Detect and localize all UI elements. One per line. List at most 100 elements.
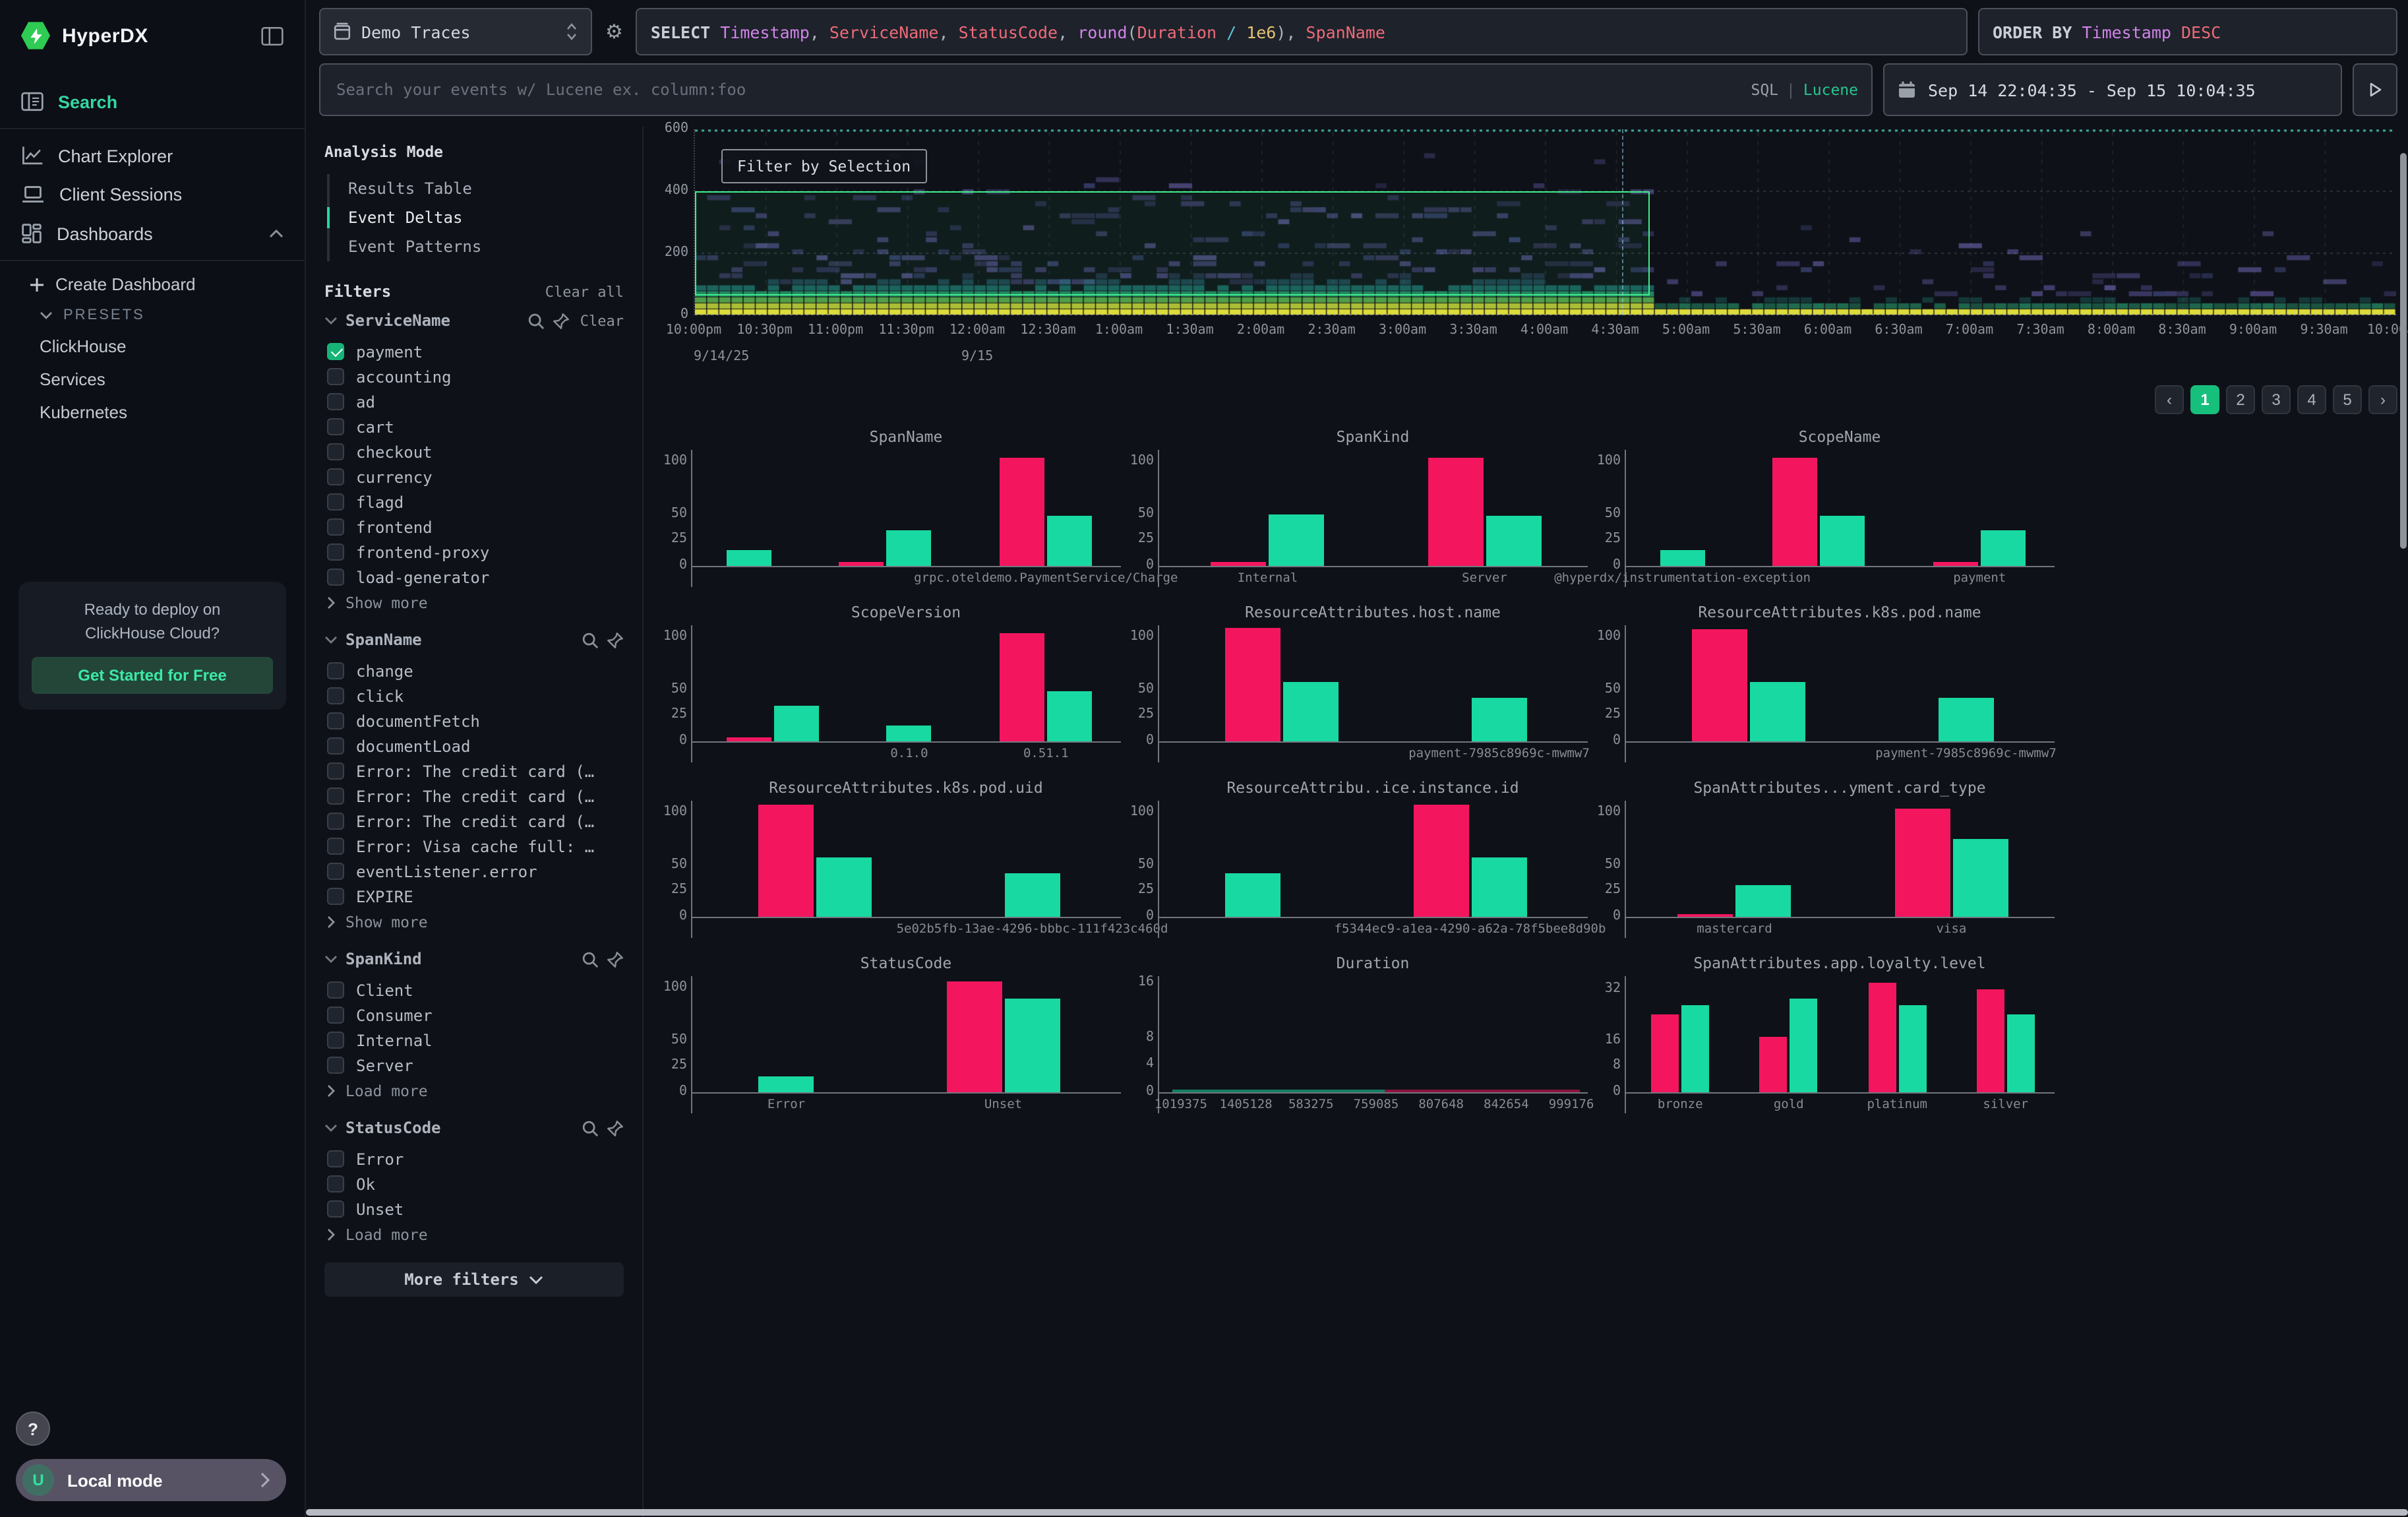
horizontal-scrollbar[interactable]: [306, 1509, 2408, 1516]
facet-checkbox[interactable]: [327, 1175, 344, 1192]
facet-value-row[interactable]: change: [324, 658, 624, 683]
facet-checkbox[interactable]: [327, 1200, 344, 1218]
pagination-page-4[interactable]: 4: [2297, 385, 2326, 414]
facet-checkbox[interactable]: [327, 838, 344, 855]
facet-search-icon[interactable]: [582, 631, 599, 648]
facet-checkbox[interactable]: [327, 762, 344, 780]
facet-header-spanname[interactable]: SpanName: [324, 631, 624, 649]
vertical-scrollbar[interactable]: [2400, 153, 2407, 549]
facet-checkbox[interactable]: [327, 863, 344, 880]
facet-checkbox[interactable]: [327, 813, 344, 830]
facet-checkbox[interactable]: [327, 343, 344, 360]
sidebar-item-search[interactable]: Search: [0, 82, 305, 121]
sidebar-item-chart-explorer[interactable]: Chart Explorer: [0, 136, 305, 175]
filter-by-selection-button[interactable]: Filter by Selection: [721, 149, 926, 183]
facet-header-statuscode[interactable]: StatusCode: [324, 1119, 624, 1137]
facet-value-row[interactable]: currency: [324, 464, 624, 489]
facet-checkbox[interactable]: [327, 1057, 344, 1074]
analysis-mode-event-deltas[interactable]: Event Deltas: [330, 203, 624, 232]
pagination-next-button[interactable]: ›: [2368, 385, 2397, 414]
facet-value-row[interactable]: flagd: [324, 489, 624, 514]
clear-all-filters-button[interactable]: Clear all: [545, 283, 624, 300]
facet-checkbox[interactable]: [327, 687, 344, 704]
facet-checkbox[interactable]: [327, 368, 344, 385]
more-filters-button[interactable]: More filters: [324, 1262, 624, 1297]
facet-checkbox[interactable]: [327, 1150, 344, 1167]
facet-checkbox[interactable]: [327, 468, 344, 485]
facet-value-row[interactable]: payment: [324, 339, 624, 364]
facet-checkbox[interactable]: [327, 788, 344, 805]
sidebar-item-clickhouse[interactable]: ClickHouse: [0, 330, 305, 363]
facet-value-row[interactable]: Internal: [324, 1028, 624, 1053]
facet-value-row[interactable]: ad: [324, 389, 624, 414]
facet-checkbox[interactable]: [327, 418, 344, 435]
analysis-mode-results-table[interactable]: Results Table: [330, 174, 624, 203]
sidebar-item-presets[interactable]: PRESETS: [0, 301, 305, 330]
source-settings-gear-icon[interactable]: ⚙: [603, 20, 626, 44]
facet-checkbox[interactable]: [327, 443, 344, 460]
sidebar-item-kubernetes[interactable]: Kubernetes: [0, 396, 305, 429]
pagination-page-2[interactable]: 2: [2226, 385, 2255, 414]
facet-checkbox[interactable]: [327, 543, 344, 561]
sidebar-item-client-sessions[interactable]: Client Sessions: [0, 175, 305, 214]
facet-value-row[interactable]: eventListener.error: [324, 859, 624, 884]
facet-header-servicename[interactable]: ServiceNameClear: [324, 311, 624, 330]
facet-pin-icon[interactable]: [607, 631, 624, 648]
facet-value-row[interactable]: Client: [324, 977, 624, 1003]
analysis-mode-event-patterns[interactable]: Event Patterns: [330, 232, 624, 261]
facet-search-icon[interactable]: [582, 1119, 599, 1136]
pagination-page-5[interactable]: 5: [2333, 385, 2362, 414]
facet-value-row[interactable]: Error: The credit card (…: [324, 758, 624, 784]
facet-checkbox[interactable]: [327, 569, 344, 586]
facet-value-row[interactable]: checkout: [324, 439, 624, 464]
facet-value-row[interactable]: accounting: [324, 364, 624, 389]
facet-load-more[interactable]: Load more: [324, 1078, 624, 1100]
heatmap-selection-brush[interactable]: [695, 191, 1650, 295]
pagination-page-1[interactable]: 1: [2190, 385, 2219, 414]
facet-value-row[interactable]: click: [324, 683, 624, 708]
facet-clear-button[interactable]: Clear: [580, 312, 624, 329]
facet-checkbox[interactable]: [327, 737, 344, 755]
facet-checkbox[interactable]: [327, 662, 344, 679]
facet-search-icon[interactable]: [527, 312, 545, 329]
pagination-prev-button[interactable]: ‹: [2155, 385, 2184, 414]
facet-load-more[interactable]: Load more: [324, 1222, 624, 1244]
facet-show-more[interactable]: Show more: [324, 590, 624, 612]
facet-checkbox[interactable]: [327, 518, 344, 536]
search-input[interactable]: [334, 79, 1740, 100]
facet-pin-icon[interactable]: [607, 1119, 624, 1136]
facet-value-row[interactable]: cart: [324, 414, 624, 439]
facet-checkbox[interactable]: [327, 981, 344, 999]
sidebar-item-create-dashboard[interactable]: Create Dashboard: [0, 268, 305, 301]
facet-value-row[interactable]: Server: [324, 1053, 624, 1078]
facet-value-row[interactable]: load-generator: [324, 565, 624, 590]
facet-value-row[interactable]: Error: [324, 1146, 624, 1171]
facet-value-row[interactable]: Error: The credit card (…: [324, 809, 624, 834]
run-query-button[interactable]: [2353, 63, 2397, 116]
help-button[interactable]: ?: [16, 1411, 50, 1446]
facet-checkbox[interactable]: [327, 493, 344, 511]
facet-search-icon[interactable]: [582, 950, 599, 968]
facet-pin-icon[interactable]: [607, 950, 624, 968]
facet-value-row[interactable]: Error: The credit card (…: [324, 784, 624, 809]
facet-checkbox[interactable]: [327, 1032, 344, 1049]
facet-pin-icon[interactable]: [553, 312, 570, 329]
facet-checkbox[interactable]: [327, 1006, 344, 1024]
select-clause-input[interactable]: SELECT Timestamp, ServiceName, StatusCod…: [636, 8, 1968, 55]
facet-value-row[interactable]: documentFetch: [324, 708, 624, 733]
sidebar-item-services[interactable]: Services: [0, 363, 305, 396]
lucene-mode-toggle[interactable]: Lucene: [1803, 80, 1858, 99]
orderby-clause-input[interactable]: ORDER BY Timestamp DESC: [1978, 8, 2397, 55]
facet-value-row[interactable]: documentLoad: [324, 733, 624, 758]
facet-show-more[interactable]: Show more: [324, 909, 624, 931]
get-started-button[interactable]: Get Started for Free: [32, 657, 273, 694]
facet-value-row[interactable]: Unset: [324, 1196, 624, 1222]
collapse-sidebar-icon[interactable]: [261, 26, 284, 46]
facet-checkbox[interactable]: [327, 393, 344, 410]
account-menu[interactable]: U Local mode: [16, 1459, 286, 1501]
sql-mode-toggle[interactable]: SQL: [1751, 80, 1778, 99]
facet-value-row[interactable]: Consumer: [324, 1003, 624, 1028]
pagination-page-3[interactable]: 3: [2262, 385, 2291, 414]
date-range-picker[interactable]: Sep 14 22:04:35 - Sep 15 10:04:35: [1883, 63, 2342, 116]
facet-header-spankind[interactable]: SpanKind: [324, 950, 624, 968]
